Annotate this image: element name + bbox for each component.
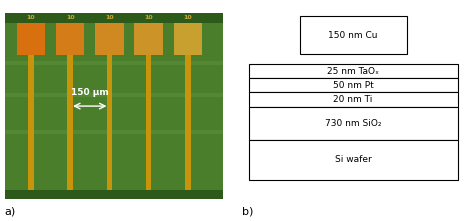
Bar — [5, 190, 223, 199]
Text: 150 µm: 150 µm — [71, 88, 109, 97]
Bar — [107, 23, 112, 190]
Bar — [248, 64, 457, 78]
Text: 25 nm TaOₓ: 25 nm TaOₓ — [327, 67, 379, 76]
Bar — [248, 78, 457, 92]
Bar — [56, 23, 84, 55]
Text: 10: 10 — [66, 15, 74, 20]
Text: 50 nm Pt: 50 nm Pt — [333, 81, 374, 90]
Text: b): b) — [242, 207, 253, 217]
Text: a): a) — [5, 207, 16, 217]
Bar — [5, 13, 223, 23]
Bar — [5, 130, 223, 134]
Text: 10: 10 — [105, 15, 114, 20]
Bar — [5, 61, 223, 65]
Bar — [248, 107, 457, 140]
Text: 10: 10 — [183, 15, 192, 20]
Bar — [5, 93, 223, 97]
Bar — [17, 23, 45, 55]
Bar — [95, 23, 124, 55]
Text: 10: 10 — [145, 15, 153, 20]
Bar — [248, 92, 457, 107]
Bar — [28, 23, 34, 190]
Bar — [248, 140, 457, 180]
Bar — [185, 23, 191, 190]
Bar — [300, 16, 407, 54]
Text: Si wafer: Si wafer — [335, 155, 372, 164]
Text: 150 nm Cu: 150 nm Cu — [328, 31, 378, 40]
Bar — [135, 23, 163, 55]
Bar — [173, 23, 202, 55]
Bar — [67, 23, 73, 190]
Text: 20 nm Ti: 20 nm Ti — [333, 95, 373, 104]
Text: 730 nm SiO₂: 730 nm SiO₂ — [325, 119, 382, 128]
Text: 10: 10 — [27, 15, 35, 20]
Bar — [146, 23, 151, 190]
